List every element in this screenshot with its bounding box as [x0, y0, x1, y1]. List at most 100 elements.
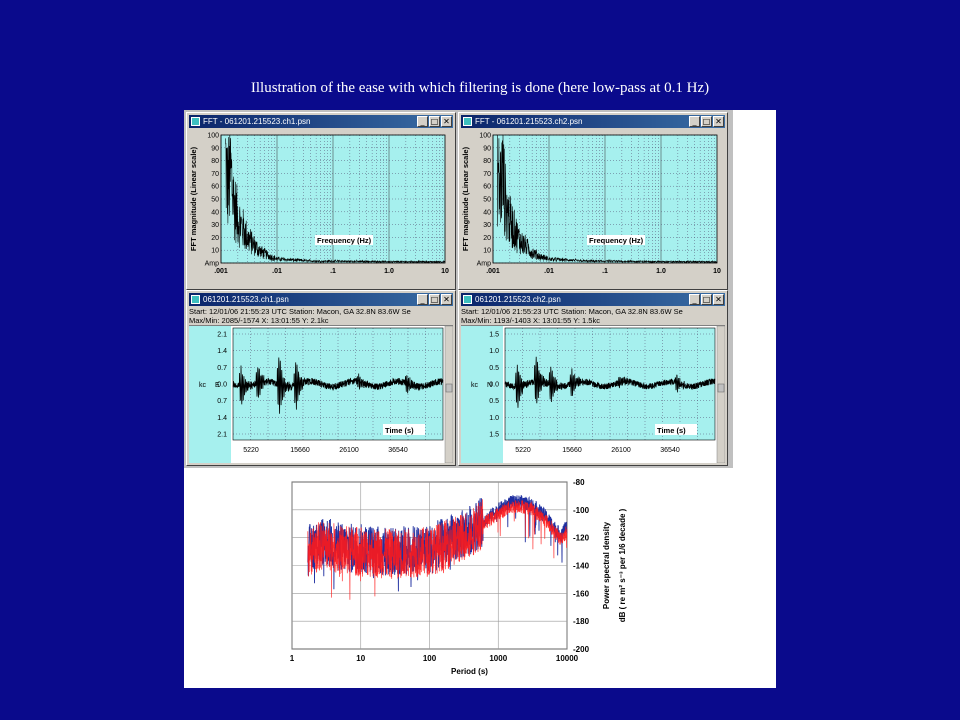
maximize-button[interactable]: □	[701, 294, 712, 305]
y-tick-label: -200	[573, 645, 590, 654]
close-button[interactable]: ✕	[441, 294, 452, 305]
minimize-button[interactable]: _	[689, 294, 700, 305]
fft-plot-ch1: 100 90 80 70 60 50 40 30 20 10 Amp.001 .01 .1 1.0 10 FF…	[189, 129, 453, 287]
app-icon	[463, 295, 472, 304]
x-tick-label: 10	[441, 268, 449, 275]
x-tick-label: .01	[544, 268, 554, 275]
x-axis-label: Frequency (Hz)	[589, 236, 644, 245]
fft-window-ch1[interactable]: FFT - 061201.215523.ch1.psn _ □ ✕ 100 90 80 7…	[186, 112, 456, 290]
y-axis-label: kc	[471, 382, 479, 389]
x-tick-label: .01	[272, 268, 282, 275]
wave-plot-ch2[interactable]: 1.5 1.0 0.5 0.0 0.5 1.0 1.5 kc N 5220 15660 26100 36…	[461, 326, 725, 463]
fft-series-line	[225, 134, 446, 264]
fft-series-line	[497, 134, 718, 264]
minimize-button[interactable]: _	[417, 116, 428, 127]
x-tick-label: .1	[602, 268, 608, 275]
y-tick-label: 60	[211, 184, 219, 191]
y-tick-label: 0.5	[489, 365, 499, 372]
minimize-button[interactable]: _	[689, 116, 700, 127]
wave-plot-ch1[interactable]: 2.1 1.4 0.7 0.0 0.7 1.4 2.1 kc E 5220 15660 26100 36…	[189, 326, 453, 463]
x-tick-label: .001	[486, 268, 500, 275]
x-tick-label: 100	[423, 654, 437, 663]
y-tick-label: 1.5	[489, 332, 499, 339]
psd-chart: -80 -100 -120 -140 -160 -180 -200 1 10 100 1000 100…	[290, 478, 627, 676]
slide-caption: Illustration of the ease with which filt…	[250, 80, 710, 96]
waveform-line	[504, 356, 716, 408]
y-tick-label: -80	[573, 478, 585, 487]
close-button[interactable]: ✕	[713, 116, 724, 127]
y-tick-label: 1.4	[217, 348, 227, 355]
x-tick-label: 36540	[388, 447, 408, 454]
y-tick-label: 80	[483, 158, 491, 165]
y-tick-label: 90	[211, 145, 219, 152]
y-tick-label: -180	[573, 617, 590, 626]
x-tick-label: 1000	[489, 654, 507, 663]
y-tick-label: -160	[573, 589, 590, 598]
y-tick-label: -120	[573, 534, 590, 543]
window-title: 061201.215523.ch1.psn	[203, 295, 289, 304]
wave-window-ch2-titlebar[interactable]: 061201.215523.ch2.psn _ □ ✕	[461, 293, 725, 306]
wave-window-ch1[interactable]: 061201.215523.ch1.psn _ □ ✕ Start: 12/01/0…	[186, 290, 456, 466]
fft-window-ch1-titlebar[interactable]: FFT - 061201.215523.ch1.psn _ □ ✕	[189, 115, 453, 128]
vertical-scrollbar	[716, 326, 725, 463]
y-tick-label: 30	[483, 222, 491, 229]
y-tick-label: Amp	[477, 261, 492, 268]
x-tick-label: 26100	[611, 447, 631, 454]
close-button[interactable]: ✕	[441, 116, 452, 127]
y-tick-label: -140	[573, 562, 590, 571]
wave-window-ch2[interactable]: 061201.215523.ch2.psn _ □ ✕ Start: 12/01/0…	[458, 290, 728, 466]
vertical-scrollbar	[444, 326, 453, 463]
y-tick-label: 40	[211, 209, 219, 216]
plot-border	[492, 134, 718, 264]
x-tick-label: .001	[214, 268, 228, 275]
plot-border	[220, 134, 446, 264]
wave-info-bar: Start: 12/01/06 21:55:23 UTC Station: Ma…	[461, 307, 725, 326]
scrollbar-thumb	[717, 383, 725, 393]
maximize-button[interactable]: □	[429, 294, 440, 305]
y-tick-label: -100	[573, 506, 590, 515]
y-tick-label: 70	[483, 171, 491, 178]
y-tick-label: 100	[479, 133, 491, 140]
x-label-box	[655, 424, 697, 435]
minimize-button[interactable]: _	[417, 294, 428, 305]
x-tick-label: 5220	[243, 447, 259, 454]
x-tick-label: .1	[330, 268, 336, 275]
fft-window-ch2[interactable]: FFT - 061201.215523.ch2.psn _ □ ✕ 100 90 80 7…	[458, 112, 728, 290]
y-tick-label: 0.0	[489, 382, 499, 389]
maximize-button[interactable]: □	[701, 116, 712, 127]
y-tick-label: 50	[211, 197, 219, 204]
x-tick-label: 10	[356, 654, 365, 663]
y-tick-label: 2.1	[217, 432, 227, 439]
wave-window-ch1-titlebar[interactable]: 061201.215523.ch1.psn _ □ ✕	[189, 293, 453, 306]
window-title: FFT - 061201.215523.ch2.psn	[475, 117, 583, 126]
y-tick-label: Amp	[205, 261, 220, 268]
x-tick-label: 1.0	[656, 268, 666, 275]
app-desktop: FFT - 061201.215523.ch1.psn _ □ ✕ 100 90 80 7…	[184, 110, 733, 468]
x-tick-label: 5220	[515, 447, 531, 454]
scrollbar-thumb	[445, 383, 453, 393]
fft-plot-ch2: 100 90 80 70 60 50 40 30 20 10 Amp.001 .01 .1 1.0 10 FF…	[461, 129, 725, 287]
y-tick-label: 70	[211, 171, 219, 178]
maximize-button[interactable]: □	[429, 116, 440, 127]
waveform-line	[232, 357, 444, 414]
wave-info-bar: Start: 12/01/06 21:55:23 UTC Station: Ma…	[189, 307, 453, 326]
fft-window-ch2-titlebar[interactable]: FFT - 061201.215523.ch2.psn _ □ ✕	[461, 115, 725, 128]
x-axis-label: Time (s)	[385, 426, 414, 435]
y-tick-label: 0.0	[217, 382, 227, 389]
y-axis-label: FFT magnitude (Linear scale)	[189, 146, 198, 251]
y-tick-label: 1.0	[489, 348, 499, 355]
y-tick-label: 60	[483, 184, 491, 191]
x-label-box	[315, 235, 373, 245]
wave-gutter	[189, 326, 231, 463]
x-tick-label: 15660	[562, 447, 582, 454]
y-tick-label: 1.5	[489, 432, 499, 439]
y-tick-label: 0.5	[489, 398, 499, 405]
y-tick-label: 1.4	[217, 415, 227, 422]
x-label-box	[587, 235, 645, 245]
close-button[interactable]: ✕	[713, 294, 724, 305]
y-axis-label: Power spectral density	[602, 521, 611, 609]
wave-gutter	[461, 326, 503, 463]
channel-label: N	[487, 382, 492, 389]
info-start-line: Start: 12/01/06 21:55:23 UTC Station: Ma…	[461, 307, 683, 316]
y-tick-label: 40	[483, 209, 491, 216]
